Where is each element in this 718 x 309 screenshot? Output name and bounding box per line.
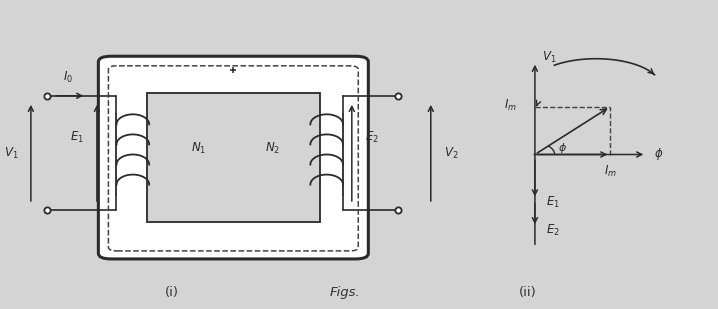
Text: Figs.: Figs. <box>330 286 360 298</box>
Text: $I_m$: $I_m$ <box>604 164 617 179</box>
Text: $V_1$: $V_1$ <box>542 50 556 65</box>
Text: $E_1$: $E_1$ <box>546 195 560 210</box>
FancyBboxPatch shape <box>98 56 368 259</box>
Text: $N_2$: $N_2$ <box>266 141 281 156</box>
Text: $N_1$: $N_1$ <box>191 141 207 156</box>
Text: (ii): (ii) <box>519 286 536 298</box>
Text: $E_2$: $E_2$ <box>546 223 560 238</box>
Text: $\phi$: $\phi$ <box>654 146 664 163</box>
Text: $E_1$: $E_1$ <box>70 130 84 145</box>
Text: $\phi$: $\phi$ <box>558 141 567 155</box>
Text: $V_2$: $V_2$ <box>444 146 458 160</box>
Text: $V_1$: $V_1$ <box>4 146 18 160</box>
Text: (i): (i) <box>165 286 180 298</box>
Text: $I_0$: $I_0$ <box>63 70 73 85</box>
Text: $I_m$: $I_m$ <box>504 98 517 112</box>
Bar <box>147 93 320 222</box>
Text: $E_2$: $E_2$ <box>365 130 379 145</box>
